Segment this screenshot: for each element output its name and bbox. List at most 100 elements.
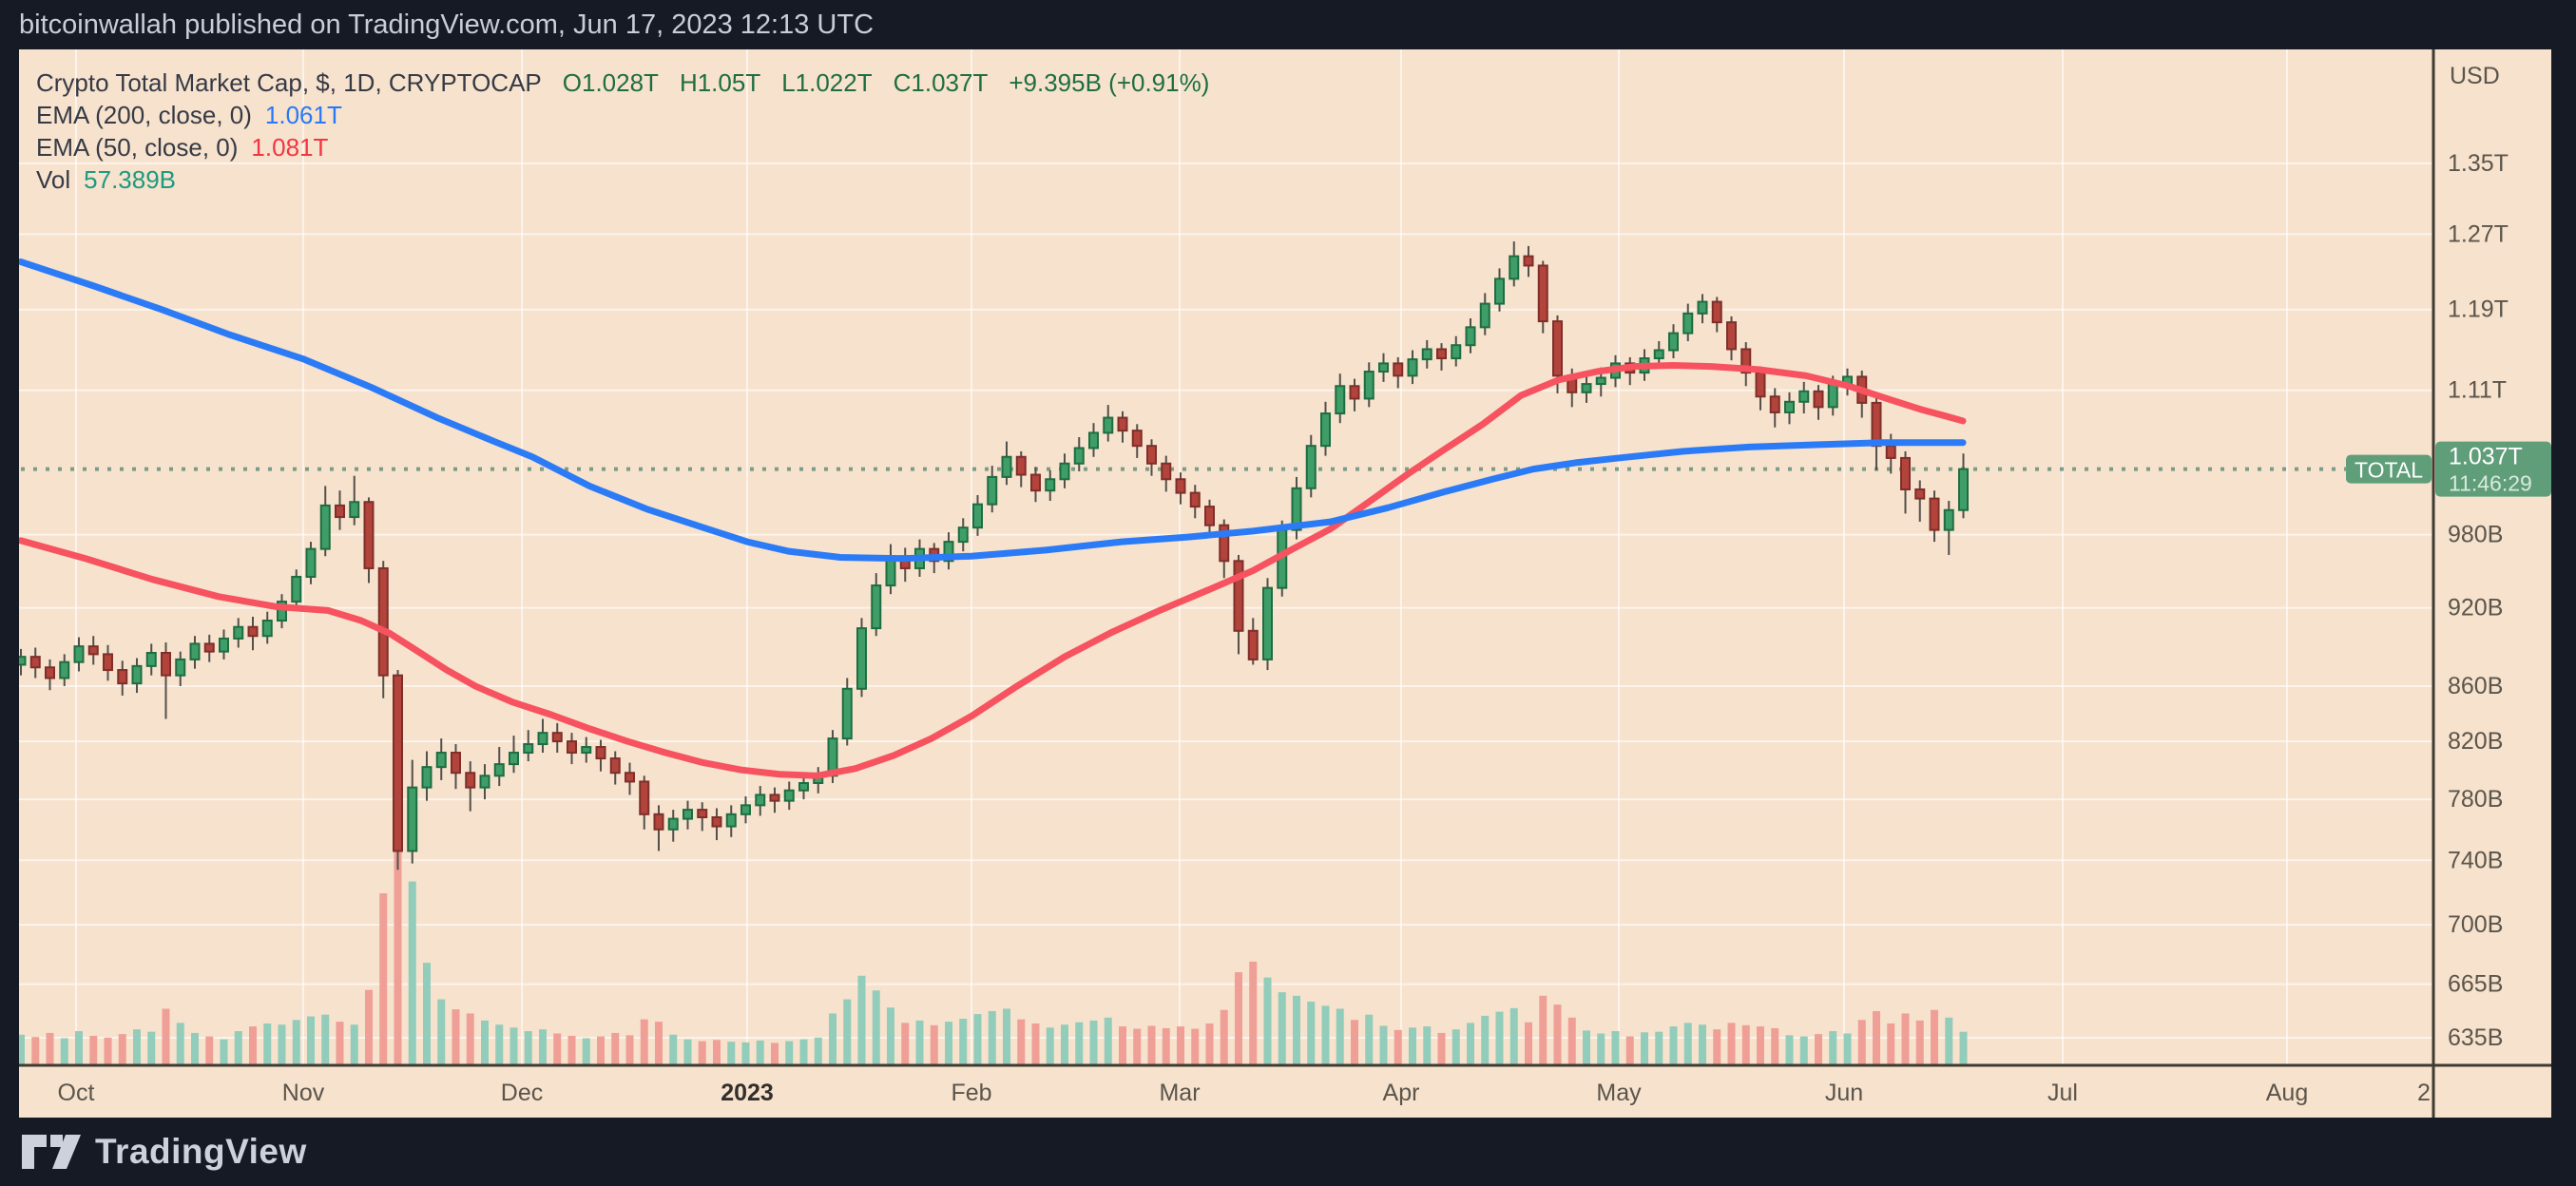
candle-up bbox=[987, 475, 998, 506]
volume-bar bbox=[698, 1041, 706, 1065]
legend-row-symbol[interactable]: Crypto Total Market Cap, $, 1D, CRYPTOCA… bbox=[36, 67, 1209, 99]
volume-bar bbox=[60, 1038, 68, 1065]
candle-up bbox=[1784, 400, 1795, 413]
candle-down bbox=[377, 566, 389, 677]
candle-down bbox=[1929, 497, 1940, 531]
volume-bar bbox=[118, 1034, 126, 1065]
candle-up bbox=[1479, 302, 1490, 329]
price-tick-label: 1.35T bbox=[2448, 150, 2509, 177]
candle-down bbox=[1900, 456, 1911, 490]
candle-down bbox=[1755, 372, 1766, 398]
candle-down bbox=[1711, 300, 1722, 324]
tradingview-brand-link[interactable]: TradingView bbox=[95, 1132, 307, 1171]
price-tick-label: 860B bbox=[2448, 673, 2503, 699]
chart-panel: USD 1.35T 1.27T 1.19T 1.11T 980B 920B 860B 820B 7… bbox=[19, 49, 2551, 1118]
candle-down bbox=[1189, 491, 1201, 508]
tradingview-logo-icon bbox=[22, 1135, 81, 1169]
volume-bar bbox=[1205, 1023, 1214, 1065]
chart-canvas[interactable]: USD 1.35T 1.27T 1.19T 1.11T 980B 920B 860B 820B 7… bbox=[19, 49, 2551, 1118]
volume-bar bbox=[31, 1037, 40, 1065]
volume-bar bbox=[1727, 1023, 1736, 1065]
volume-bar bbox=[509, 1027, 518, 1065]
candle-up bbox=[755, 794, 766, 807]
volume-label: Vol bbox=[36, 164, 71, 194]
volume-bar bbox=[1481, 1015, 1490, 1065]
volume-bar bbox=[669, 1034, 678, 1065]
bar-countdown: 11:46:29 bbox=[2449, 471, 2532, 496]
chart-legend: Crypto Total Market Cap, $, 1D, CRYPTOCA… bbox=[36, 67, 1209, 196]
volume-bar bbox=[365, 989, 373, 1065]
volume-bar bbox=[1293, 995, 1300, 1065]
volume-bar bbox=[89, 1036, 98, 1065]
candle-up bbox=[1059, 462, 1070, 481]
ema-200-line bbox=[19, 258, 1967, 563]
volume-bar bbox=[1409, 1027, 1416, 1065]
price-tick-label: 665B bbox=[2448, 971, 2503, 998]
candle-down bbox=[1813, 390, 1824, 409]
volume-bar bbox=[959, 1019, 968, 1065]
candle-up bbox=[1378, 362, 1389, 373]
volume-bar bbox=[843, 999, 852, 1065]
volume-bar bbox=[321, 1014, 330, 1065]
volume-bar bbox=[220, 1039, 228, 1065]
high-value: H1.05T bbox=[679, 67, 761, 97]
candle-up bbox=[725, 813, 737, 828]
time-tick-label: 2 bbox=[2417, 1080, 2431, 1106]
candle-up bbox=[73, 645, 85, 663]
volume-bar bbox=[872, 990, 880, 1065]
time-scale[interactable] bbox=[19, 1065, 2551, 1118]
volume-bar bbox=[1931, 1009, 1938, 1065]
legend-row-ema200[interactable]: EMA (200, close, 0) 1.061T bbox=[36, 99, 1209, 131]
candle-up bbox=[1943, 508, 1954, 531]
volume-bar bbox=[1147, 1025, 1156, 1065]
candle-up bbox=[435, 752, 447, 769]
candle-up bbox=[1682, 312, 1694, 335]
candle-down bbox=[1117, 416, 1128, 432]
candle-down bbox=[1914, 488, 1926, 500]
ema-50-line bbox=[19, 362, 1967, 779]
close-value: C1.037T bbox=[893, 67, 989, 97]
volume-bar bbox=[567, 1036, 576, 1065]
volume-bar bbox=[205, 1036, 214, 1065]
currency-label: USD bbox=[2450, 63, 2500, 89]
volume-bar bbox=[495, 1024, 504, 1065]
volume-bar bbox=[1307, 1002, 1316, 1065]
volume-bar bbox=[611, 1032, 620, 1065]
time-tick-label: May bbox=[1596, 1080, 1642, 1106]
volume-bar bbox=[1641, 1032, 1648, 1065]
candle-down bbox=[451, 752, 461, 775]
candle-down bbox=[335, 504, 345, 519]
candle-down bbox=[639, 780, 650, 815]
volume-bar bbox=[350, 1024, 358, 1065]
price-scale[interactable] bbox=[2433, 49, 2551, 1118]
candle-up bbox=[19, 656, 27, 666]
ema200-label: EMA (200, close, 0) bbox=[36, 100, 252, 129]
time-tick-label: Feb bbox=[951, 1080, 991, 1106]
candle-up bbox=[1827, 383, 1838, 409]
volume-bar bbox=[524, 1031, 532, 1065]
volume-bar bbox=[1191, 1028, 1200, 1065]
candle-up bbox=[1581, 383, 1592, 393]
candle-up bbox=[1798, 390, 1810, 403]
volume-bar bbox=[1843, 1033, 1852, 1065]
volume-bar bbox=[336, 1022, 344, 1065]
candle-down bbox=[29, 656, 41, 669]
candle-up bbox=[291, 575, 302, 603]
legend-row-ema50[interactable]: EMA (50, close, 0) 1.081T bbox=[36, 131, 1209, 163]
volume-bar bbox=[887, 1007, 894, 1065]
candle-up bbox=[1668, 332, 1679, 352]
volume-bar bbox=[930, 1024, 938, 1065]
candle-up bbox=[682, 809, 693, 820]
volume-series bbox=[19, 811, 1968, 1065]
legend-row-volume[interactable]: Vol 57.389B bbox=[36, 163, 1209, 196]
volume-bar bbox=[1901, 1013, 1910, 1065]
candle-up bbox=[581, 746, 592, 755]
candle-down bbox=[1537, 264, 1548, 323]
candle-up bbox=[1088, 431, 1099, 450]
volume-bar bbox=[1177, 1026, 1184, 1065]
volume-bar bbox=[176, 1023, 184, 1065]
candle-down bbox=[1204, 506, 1215, 526]
candle-up bbox=[131, 664, 143, 685]
volume-bar bbox=[1104, 1017, 1112, 1065]
candle-down bbox=[465, 772, 476, 789]
